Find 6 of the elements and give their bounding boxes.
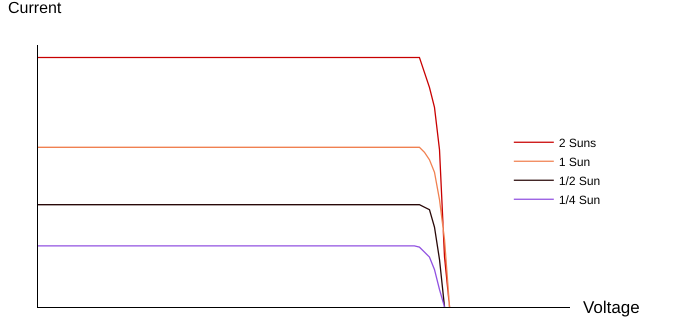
x-axis-title: Voltage (583, 298, 640, 317)
legend-label: 2 Suns (558, 136, 596, 150)
legend-label: 1/2 Sun (558, 174, 600, 188)
y-axis-title: Current (8, 0, 62, 17)
legend-label: 1 Sun (558, 154, 590, 169)
legend-label: 1/4 Sun (558, 192, 600, 207)
